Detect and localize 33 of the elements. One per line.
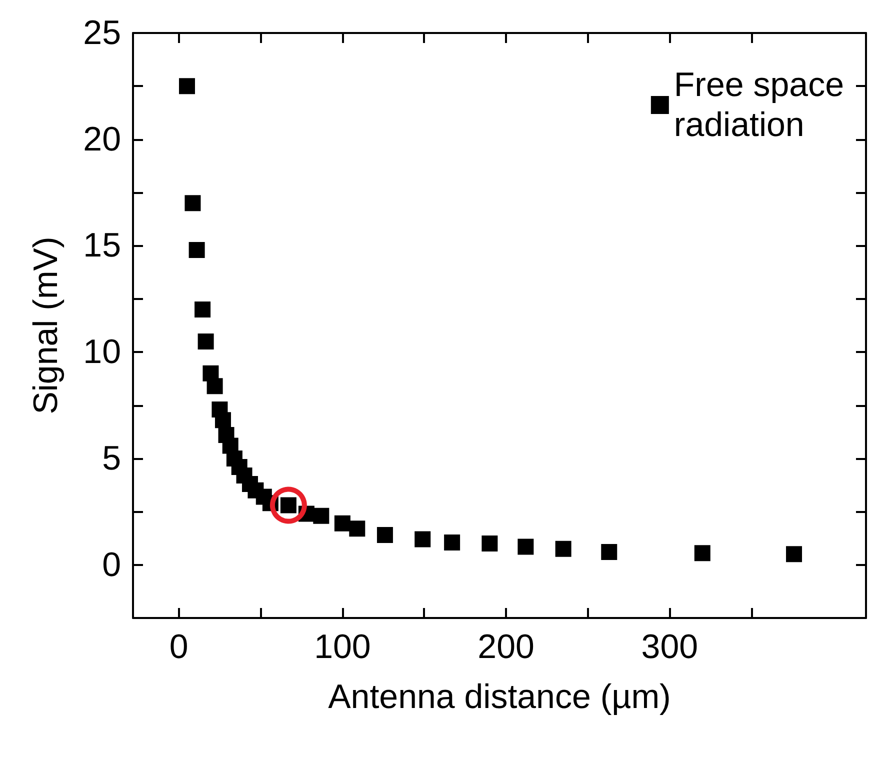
x-tick-label: 100 bbox=[314, 628, 371, 666]
x-axis-title: Antenna distance (µm) bbox=[328, 678, 671, 716]
point bbox=[376, 527, 393, 544]
point bbox=[414, 531, 431, 548]
y-tick-label: 5 bbox=[102, 439, 121, 478]
x-tick-label: 300 bbox=[641, 628, 698, 666]
y-axis-title: Signal (mV) bbox=[27, 236, 65, 414]
y-tick-label: 0 bbox=[102, 546, 121, 584]
y-tick-label: 10 bbox=[83, 333, 121, 372]
point bbox=[206, 378, 223, 394]
point bbox=[518, 538, 534, 555]
x-tick-label: 0 bbox=[169, 628, 188, 666]
point bbox=[694, 545, 710, 562]
point bbox=[178, 78, 195, 94]
point bbox=[313, 508, 330, 524]
legend-label: Free space radiation bbox=[674, 66, 844, 144]
point bbox=[270, 486, 307, 524]
point bbox=[444, 534, 460, 550]
x-tick-label: 200 bbox=[478, 628, 534, 666]
point bbox=[349, 520, 366, 537]
point bbox=[214, 412, 231, 428]
y-tick-label: 20 bbox=[83, 120, 121, 158]
point bbox=[334, 515, 350, 532]
point bbox=[601, 544, 618, 560]
point bbox=[786, 546, 802, 562]
point bbox=[482, 536, 498, 552]
point bbox=[184, 195, 201, 212]
point bbox=[188, 242, 205, 258]
point bbox=[198, 333, 214, 350]
y-tick-label: 15 bbox=[83, 226, 121, 265]
y-tick-label: 25 bbox=[83, 14, 121, 52]
point bbox=[555, 540, 572, 557]
point bbox=[194, 302, 211, 318]
